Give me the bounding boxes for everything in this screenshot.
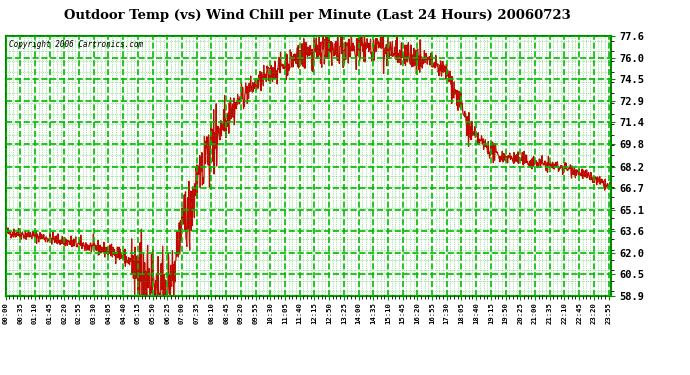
Text: Copyright 2006 Cartronics.com: Copyright 2006 Cartronics.com [8,39,143,48]
Text: Outdoor Temp (vs) Wind Chill per Minute (Last 24 Hours) 20060723: Outdoor Temp (vs) Wind Chill per Minute … [64,9,571,22]
